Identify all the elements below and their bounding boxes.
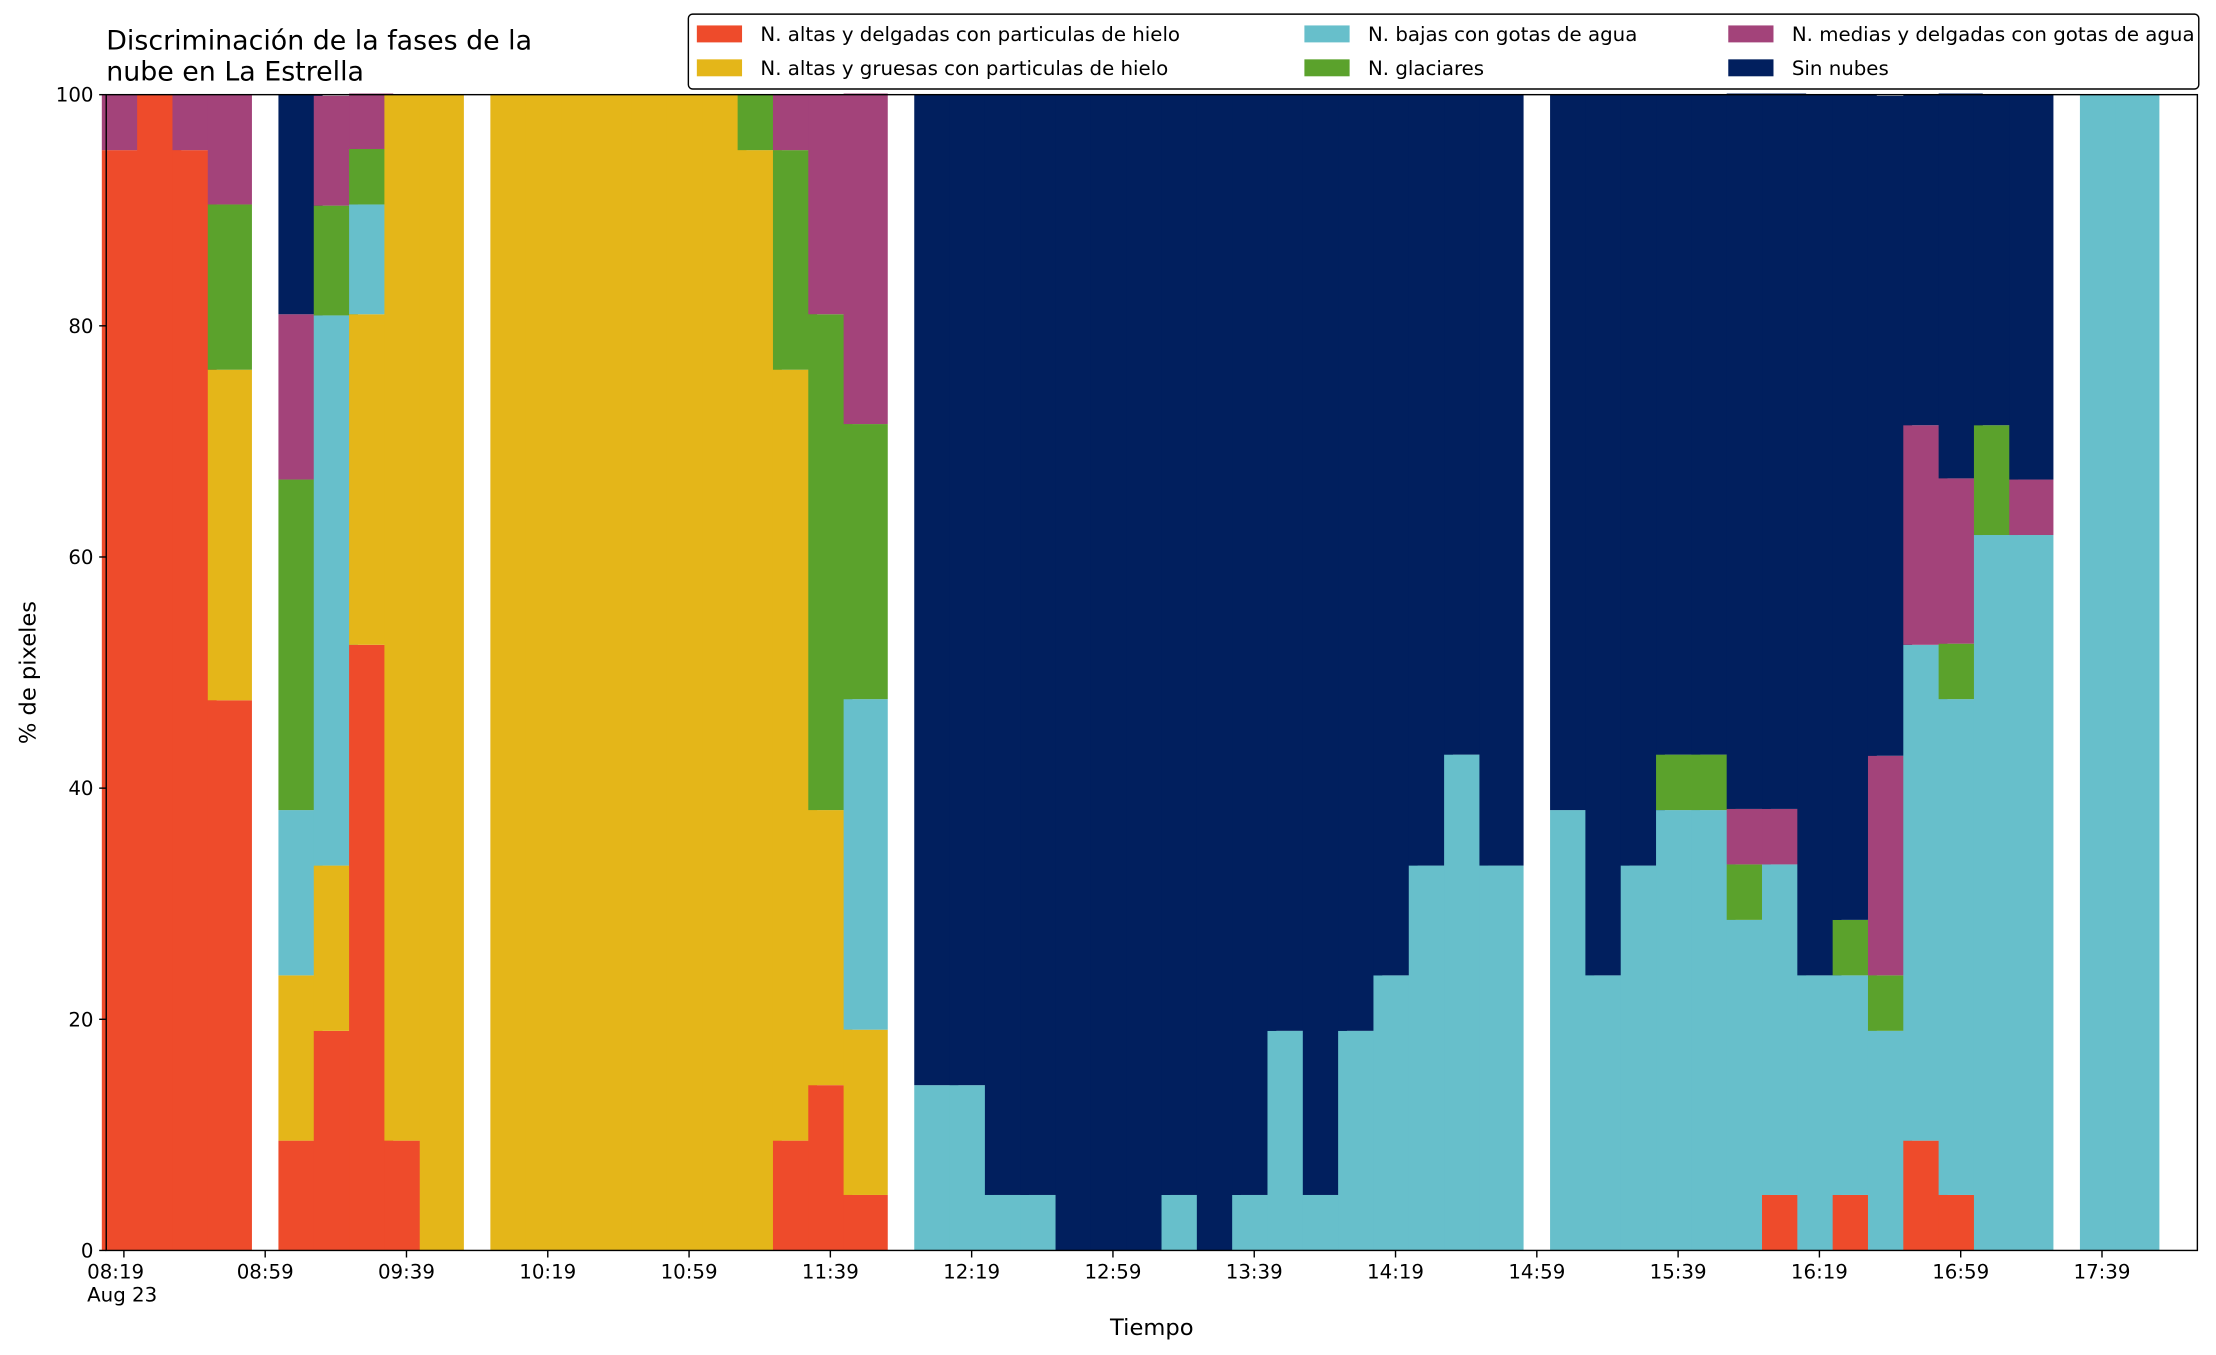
bar-segment xyxy=(2009,479,2054,536)
y-tick-label: 100 xyxy=(56,84,94,107)
bar-segment xyxy=(843,1194,888,1251)
legend-label: N. altas y delgadas con particulas de hi… xyxy=(760,23,1180,46)
legend-swatch xyxy=(1728,59,1774,77)
y-axis-label: % de pixeles xyxy=(16,601,42,744)
bar-segment xyxy=(843,424,888,700)
y-tick-label: 80 xyxy=(68,315,93,338)
legend-frame xyxy=(687,13,2200,90)
legend-label: N. altas y gruesas con particulas de hie… xyxy=(760,57,1168,80)
y-tick-label: 60 xyxy=(68,546,93,569)
x-tick-label: 14:59 xyxy=(1508,1261,1565,1284)
legend-label: N. medias y delgadas con gotas de agua xyxy=(1792,23,2195,46)
x-tick-label: 08:59 xyxy=(237,1261,294,1284)
bar-segment xyxy=(2009,94,2054,480)
legend-swatch xyxy=(1304,25,1350,43)
x-tick-label: 08:19 Aug 23 xyxy=(87,1261,157,1307)
x-tick-label: 12:19 xyxy=(943,1261,1000,1284)
legend-label: N. glaciares xyxy=(1368,57,1484,80)
legend-swatch xyxy=(696,25,743,43)
x-tick-label: 16:59 xyxy=(1932,1261,1989,1284)
bar-segment xyxy=(843,1029,888,1195)
x-tick-label: 17:39 xyxy=(2074,1261,2131,1284)
bar-segment xyxy=(2115,94,2160,1251)
legend-swatch xyxy=(1728,25,1774,43)
legend: N. altas y delgadas con particulas de hi… xyxy=(687,13,2200,90)
bar-segment xyxy=(207,204,252,370)
x-tick-label: 16:19 xyxy=(1791,1261,1848,1284)
bar-segment xyxy=(207,369,252,701)
x-tick-label: 13:39 xyxy=(1226,1261,1283,1284)
legend-label: N. bajas con gotas de agua xyxy=(1368,23,1637,46)
x-tick-label: 12:59 xyxy=(1084,1261,1141,1284)
legend-swatch xyxy=(1304,59,1350,77)
x-tick-label: 10:59 xyxy=(661,1261,718,1284)
plot-area xyxy=(101,93,2160,1251)
axes-frame xyxy=(105,93,2199,1252)
bar-segment xyxy=(207,94,252,205)
y-tick-label: 20 xyxy=(68,1008,93,1031)
bar-segment xyxy=(207,700,252,1251)
x-tick-label: 09:39 xyxy=(378,1261,435,1284)
chart-title: Discriminación de la fases de la nube en … xyxy=(106,25,532,87)
bar-segment xyxy=(2009,535,2054,1251)
legend-swatch xyxy=(696,59,743,77)
x-tick-label: 14:19 xyxy=(1367,1261,1424,1284)
x-axis-label: Tiempo xyxy=(1109,1315,1193,1341)
bar-segment xyxy=(419,94,464,1251)
x-tick-label: 11:39 xyxy=(802,1261,859,1284)
legend-label: Sin nubes xyxy=(1792,57,1889,80)
bar-segment xyxy=(843,93,888,425)
bar-segment xyxy=(843,699,888,1030)
bar-segment xyxy=(1479,94,1524,866)
y-tick-label: 0 xyxy=(81,1240,94,1263)
x-tick-label: 10:19 xyxy=(519,1261,576,1284)
x-tick-label: 15:39 xyxy=(1650,1261,1707,1284)
y-tick-label: 40 xyxy=(68,777,93,800)
bar-segment xyxy=(1479,865,1524,1251)
